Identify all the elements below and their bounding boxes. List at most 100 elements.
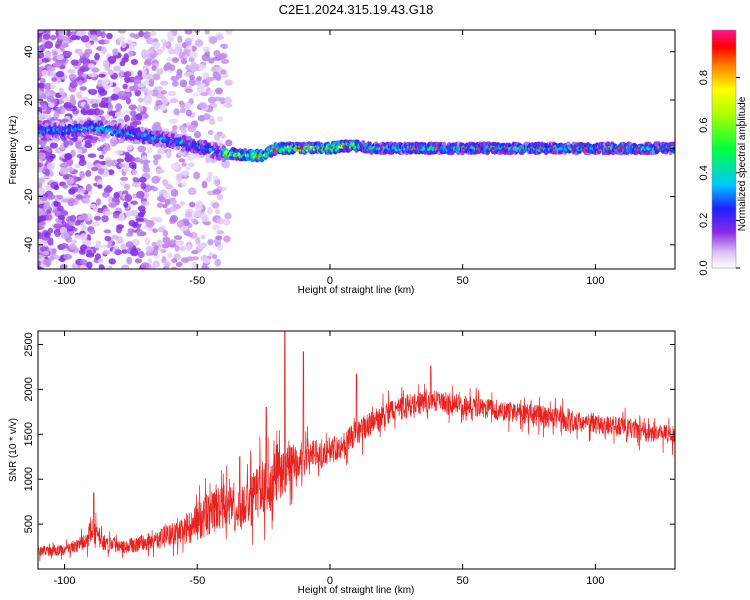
spectrogram-noise-cell [174, 43, 183, 51]
spectrogram-noise-cell [54, 201, 61, 207]
spectrogram-noise-cell [164, 207, 172, 215]
spectrogram-noise-cell [118, 36, 126, 43]
snr-ylabel: SNR (10 * v/v) [8, 418, 19, 482]
spectrogram-noise-cell [161, 179, 169, 187]
spectrogram-noise-cell [42, 258, 52, 266]
spectrogram-noise-cell [184, 88, 194, 93]
spectrogram-noise-cell [153, 154, 162, 160]
spectrogram-noise-cell [189, 51, 198, 59]
spectrogram-noise-cell [108, 258, 116, 265]
spectrogram-noise-cell [101, 97, 109, 103]
spectrogram-noise-cell [186, 244, 192, 252]
spectrogram-noise-cell [167, 90, 177, 97]
spectrogram-noise-cell [110, 93, 119, 101]
spectrogram-noise-cell [171, 258, 178, 263]
spectrogram-noise-cell [59, 167, 69, 176]
spectrogram-noise-cell [219, 97, 226, 105]
spectrogram-noise-cell [38, 167, 43, 173]
spectrogram-noise-cell [196, 40, 204, 46]
snr-series-line [38, 331, 675, 562]
spectrogram-noise-cell [189, 74, 196, 81]
spectrogram-noise-cell [216, 244, 224, 251]
spectrogram-noise-cell [225, 139, 233, 147]
spectrogram-noise-cell [176, 220, 184, 228]
spectrogram-noise-cell [46, 65, 56, 72]
spectrogram-noise-cell [164, 199, 171, 206]
spectrogram-noise-cell [80, 35, 90, 43]
spectrogram-noise-cell [131, 181, 141, 188]
spectrogram-noise-cell [209, 158, 216, 164]
spectrogram-noise-cell [77, 148, 83, 153]
spectrogram-noise-cell [157, 227, 166, 233]
spectrogram-noise-cell [160, 248, 167, 254]
spectrogram-noise-cell [145, 97, 153, 104]
spectrogram-noise-cell [46, 95, 55, 103]
spectrogram-noise-cell [49, 34, 57, 41]
spectrogram-noise-cell [178, 158, 186, 163]
spectrogram-noise-cell [60, 243, 69, 249]
spectrogram-noise-cell [156, 168, 165, 174]
spectrogram-noise-cell [156, 68, 164, 75]
spectrogram-noise-cell [207, 96, 217, 104]
spectrogram-noise-cell [140, 201, 150, 206]
spectrogram-noise-cell [76, 194, 83, 200]
spectrogram-noise-cell [195, 236, 201, 245]
spectrogram-noise-cell [140, 87, 149, 93]
spectrogram-noise-cell [145, 245, 155, 253]
spectrogram-noise-cell [114, 249, 122, 256]
spectrogram-noise-cell [181, 181, 187, 188]
snr-xtick-label: 0 [327, 575, 333, 587]
spectrogram-noise-cell [104, 39, 110, 45]
spectrogram-noise-cell [117, 90, 127, 98]
spectrogram-noise-cell [59, 264, 68, 269]
spectrogram-noise-cell [180, 126, 187, 135]
spectrogram-noise-cell [91, 221, 101, 227]
spectrogram-noise-cell [130, 248, 139, 257]
spectrogram-noise-cell [69, 214, 77, 223]
spectrogram-noise-cell [38, 187, 46, 196]
spectrogram-noise-cell [122, 166, 130, 173]
spectrogram-noise-cell [97, 168, 105, 175]
spectrogram-noise-cell [38, 52, 45, 59]
spectrogram-noise-cell [220, 69, 227, 75]
spectrogram-noise-cell [191, 63, 200, 72]
spectrogram-noise-cell [128, 219, 136, 227]
spectrogram-noise-cell [44, 51, 52, 59]
spectrogram-noise-cell [109, 137, 118, 145]
spectrogram-noise-cell [162, 192, 171, 199]
spectrogram-noise-cell [149, 30, 157, 37]
spectrogram-noise-cell [95, 198, 102, 206]
spectrogram-noise-cell [162, 236, 171, 244]
spectrogram-noise-cell [76, 91, 83, 100]
spectrogram-noise-cell [218, 53, 227, 60]
spectrogram-noise-cell [184, 30, 193, 35]
spectrogram-noise-cell [115, 103, 123, 111]
spectrogram-noise-cell [84, 142, 93, 149]
spectrogram-noise-cell [89, 34, 98, 41]
spectrogram-noise-cell [135, 113, 143, 121]
spectrogram-noise-cell [58, 87, 64, 96]
spectrogram-noise-cell [201, 242, 208, 248]
spectrogram-noise-cell [207, 206, 213, 215]
spectrogram-noise-cell [208, 90, 216, 97]
spectrogram-noise-cell [74, 164, 81, 169]
spectrogram-noise-cell [78, 248, 87, 255]
spectrogram-noise-cell [170, 266, 178, 269]
spectrogram-noise-cell [80, 213, 88, 221]
spectrogram-noise-cell [221, 58, 230, 65]
spectrogram-ytick-label: 0 [23, 145, 35, 151]
spectrogram-noise-cell [167, 36, 175, 43]
spectrogram-noise-cell [185, 256, 195, 262]
spectrogram-ridge-cell [80, 120, 85, 125]
spectrogram-noise-cell [56, 55, 64, 61]
spectrogram-noise-cell [215, 235, 223, 241]
spectrogram-noise-cell [52, 254, 61, 260]
spectrogram-noise-cell [68, 243, 77, 250]
spectrogram-noise-cell [94, 52, 100, 61]
spectrogram-xtick-label: -100 [54, 275, 76, 287]
spectrogram-noise-cell [40, 103, 47, 111]
spectrogram-noise-cell [106, 244, 114, 249]
spectrogram-noise-cell [221, 43, 229, 50]
spectrogram-noise-cell [168, 239, 177, 245]
spectrogram-noise-cell [38, 111, 42, 117]
